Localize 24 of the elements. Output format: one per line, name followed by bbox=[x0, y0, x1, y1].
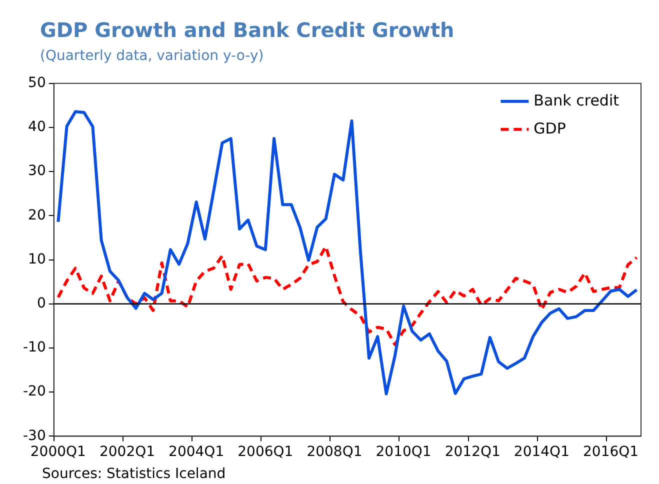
chart-title: GDP Growth and Bank Credit Growth bbox=[40, 18, 454, 42]
x-tick-label: 2012Q1 bbox=[444, 444, 500, 460]
legend-label: Bank credit bbox=[534, 91, 620, 110]
x-tick-label: 2014Q1 bbox=[514, 444, 570, 460]
line-series bbox=[56, 245, 638, 346]
y-tick-label: 10 bbox=[28, 251, 46, 268]
x-tick-label: 2008Q1 bbox=[306, 444, 362, 460]
source-note: Sources: Statistics Iceland bbox=[42, 466, 226, 482]
x-tick-label: 2004Q1 bbox=[168, 444, 224, 460]
y-tick-label: -10 bbox=[22, 340, 46, 356]
y-tick-label: 30 bbox=[28, 163, 46, 180]
y-tick-label: -20 bbox=[22, 384, 46, 400]
y-tick-label: 0 bbox=[36, 296, 46, 312]
y-tick-label: -30 bbox=[22, 428, 46, 444]
legend-label: GDP bbox=[534, 119, 566, 138]
x-tick-label: 2006Q1 bbox=[238, 444, 294, 460]
x-tick-label: 2010Q1 bbox=[376, 444, 432, 460]
y-tick-label: 20 bbox=[28, 207, 46, 224]
y-tick-label: 40 bbox=[28, 119, 46, 136]
y-tick-label: 50 bbox=[28, 75, 46, 92]
x-tick-label: 2002Q1 bbox=[99, 444, 156, 460]
x-tick-label: 2000Q1 bbox=[30, 444, 86, 460]
chart-subtitle: (Quarterly data, variation y-o-y) bbox=[40, 48, 264, 64]
x-tick-label: 2016Q1 bbox=[583, 444, 639, 460]
